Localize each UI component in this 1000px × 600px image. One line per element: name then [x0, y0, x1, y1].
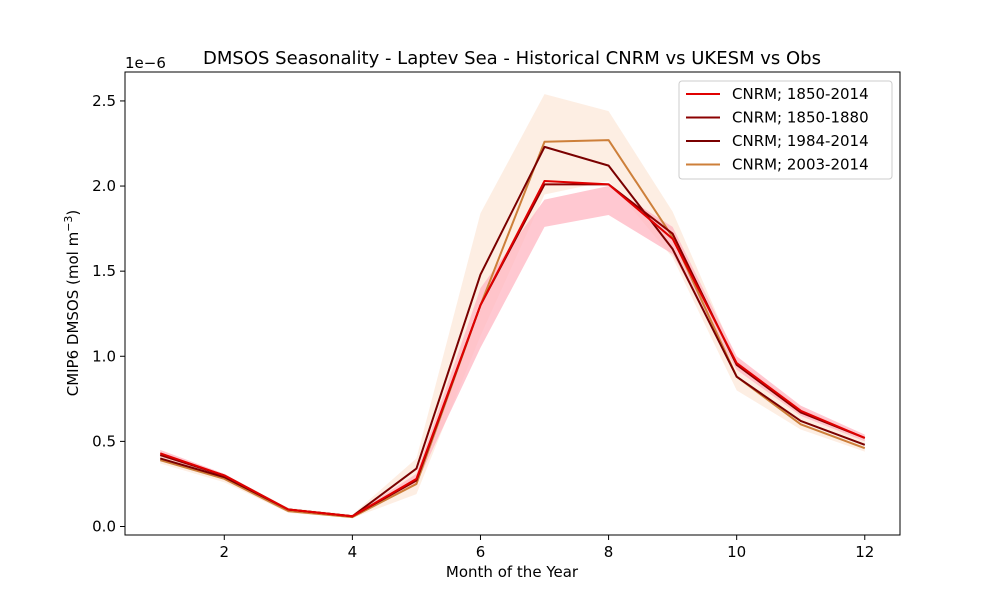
- range-band-3: [160, 94, 865, 518]
- y-axis-label: CMIP6 DMSOS (mol m−3): [62, 210, 82, 397]
- y-tick-label: 0.5: [92, 432, 116, 450]
- x-axis-ticks: 2 4 6 8 10 12: [220, 535, 874, 561]
- y-tick-label: 1.0: [92, 347, 116, 365]
- y-axis-label-exponent: −3: [62, 216, 75, 232]
- y-offset-label: 1e−6: [125, 54, 166, 72]
- legend-label-0: CNRM; 1850-2014: [732, 85, 869, 103]
- legend-label-3: CNRM; 2003-2014: [732, 156, 869, 174]
- axes-frame: [124, 71, 901, 536]
- y-axis-label-main: CMIP6 DMSOS (mol m: [64, 232, 82, 397]
- y-tick-label: 0.0: [92, 517, 116, 535]
- x-tick-label: 10: [727, 543, 746, 561]
- x-tick-label: 2: [220, 543, 230, 561]
- x-axis-label: Month of the Year: [446, 563, 579, 581]
- y-tick-label: 1.5: [92, 262, 116, 280]
- chart-title: DMSOS Seasonality - Laptev Sea - Histori…: [203, 48, 821, 69]
- x-tick-label: 4: [348, 543, 358, 561]
- legend-box: [678, 80, 893, 180]
- y-axis-ticks: 0.0 0.5 1.0 1.5 2.0 2.5: [92, 92, 125, 535]
- y-axis-label-suffix: ): [64, 210, 82, 216]
- series-lines: [159, 139, 866, 519]
- series-line-0: [159, 179, 866, 518]
- x-tick-label: 6: [476, 543, 486, 561]
- legend-label-1: CNRM; 1850-1880: [732, 109, 869, 127]
- legend-label-2: CNRM; 1984-2014: [732, 132, 869, 150]
- y-tick-label: 2.5: [92, 92, 116, 110]
- x-tick-label: 8: [604, 543, 614, 561]
- legend: CNRM; 1850-2014 CNRM; 1850-1880 CNRM; 1984…: [678, 80, 893, 180]
- y-tick-label: 2.0: [92, 177, 116, 195]
- x-tick-label: 12: [855, 543, 874, 561]
